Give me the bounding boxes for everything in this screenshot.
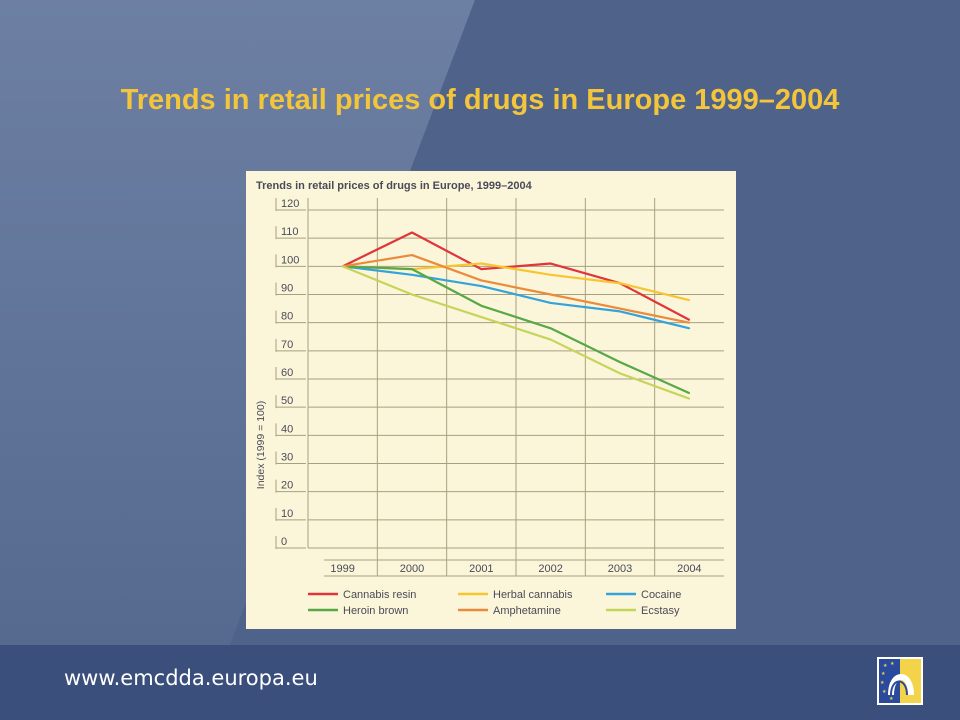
y-tick-label-70: 70 xyxy=(281,339,293,351)
y-tick-label-40: 40 xyxy=(281,423,293,435)
data-point-ecstasy-2004 xyxy=(688,397,691,400)
y-tick-label-10: 10 xyxy=(281,508,293,520)
legend-label-heroin-brown: Heroin brown xyxy=(343,605,408,617)
y-tick-label-90: 90 xyxy=(281,283,293,295)
x-tick-label-2001: 2001 xyxy=(469,563,493,575)
series-line-cannabis-resin xyxy=(342,231,690,321)
y-tick-label-20: 20 xyxy=(281,480,293,492)
svg-text:★: ★ xyxy=(880,680,885,686)
data-point-herbal-cannabis-2003 xyxy=(619,282,621,285)
data-point-amphetamine-2003 xyxy=(619,307,621,310)
data-point-herbal-cannabis-2002 xyxy=(549,273,552,276)
svg-text:★: ★ xyxy=(889,696,894,702)
svg-text:★: ★ xyxy=(881,671,886,677)
legend-label-cocaine: Cocaine xyxy=(641,589,681,601)
y-tick-label-120: 120 xyxy=(281,198,299,210)
data-point-ecstasy-2002 xyxy=(549,338,552,341)
y-tick-label-100: 100 xyxy=(281,254,299,266)
data-point-heroin-brown-2000 xyxy=(411,268,413,270)
x-tick-label-2003: 2003 xyxy=(608,563,632,575)
svg-text:★: ★ xyxy=(882,689,887,695)
data-point-cocaine-2000 xyxy=(411,273,413,276)
data-point-herbal-cannabis-2001 xyxy=(480,262,483,265)
data-point-amphetamine-2000 xyxy=(411,254,413,256)
data-point-ecstasy-1999 xyxy=(341,265,344,268)
data-point-cannabis-resin-2001 xyxy=(480,268,483,270)
data-point-heroin-brown-2001 xyxy=(480,304,483,307)
data-point-cocaine-2003 xyxy=(619,310,621,313)
series-line-ecstasy xyxy=(342,265,690,400)
x-tick-label-2000: 2000 xyxy=(400,563,424,575)
y-tick-label-60: 60 xyxy=(281,367,293,379)
line-chart: Trends in retail prices of drugs in Euro… xyxy=(255,180,724,617)
y-tick-label-30: 30 xyxy=(281,452,293,464)
y-tick-label-110: 110 xyxy=(281,226,299,238)
footer-bar xyxy=(0,645,960,720)
chart-title: Trends in retail prices of drugs in Euro… xyxy=(256,180,533,192)
logo-icon: ★ ★★ ★★★ xyxy=(877,657,923,705)
data-point-heroin-brown-2002 xyxy=(549,327,552,330)
website-url[interactable]: www.emcdda.europa.eu xyxy=(64,666,318,690)
x-tick-label-1999: 1999 xyxy=(330,563,354,575)
data-point-heroin-brown-2003 xyxy=(619,361,621,363)
y-axis-label: Index (1999 = 100) xyxy=(255,401,267,489)
y-tick-label-0: 0 xyxy=(281,536,287,548)
legend-label-herbal-cannabis: Herbal cannabis xyxy=(493,589,573,601)
data-point-ecstasy-2001 xyxy=(480,316,483,318)
data-point-cocaine-2004 xyxy=(688,327,691,330)
series-line-cocaine xyxy=(342,265,690,330)
data-point-ecstasy-2003 xyxy=(619,372,621,375)
data-point-herbal-cannabis-2004 xyxy=(688,299,691,301)
data-point-cocaine-2001 xyxy=(480,285,483,287)
data-point-cannabis-resin-2000 xyxy=(411,231,413,234)
legend-label-amphetamine: Amphetamine xyxy=(493,605,561,617)
data-point-cocaine-2002 xyxy=(549,302,552,304)
data-point-cannabis-resin-2004 xyxy=(688,319,691,321)
data-point-amphetamine-2004 xyxy=(688,321,691,324)
svg-text:★: ★ xyxy=(890,661,895,667)
grid-lines xyxy=(275,198,724,577)
legend-label-ecstasy: Ecstasy xyxy=(641,605,680,617)
data-point-amphetamine-2002 xyxy=(549,293,552,296)
emcdda-eu-stars-logo: ★ ★ ★ ★ ★ ★ xyxy=(877,657,923,705)
data-point-cannabis-resin-2002 xyxy=(549,262,552,265)
data-point-heroin-brown-2004 xyxy=(688,392,691,394)
x-tick-label-2004: 2004 xyxy=(677,563,701,575)
svg-text:★: ★ xyxy=(883,663,888,669)
slide-title: Trends in retail prices of drugs in Euro… xyxy=(120,84,840,116)
series-line-heroin-brown xyxy=(342,265,690,395)
x-tick-label-2002: 2002 xyxy=(538,563,562,575)
y-tick-label-50: 50 xyxy=(281,395,293,407)
legend-label-cannabis-resin: Cannabis resin xyxy=(343,589,416,601)
chart-panel: Trends in retail prices of drugs in Euro… xyxy=(246,171,736,629)
series-lines xyxy=(341,231,691,400)
data-point-ecstasy-2000 xyxy=(411,293,413,296)
y-tick-label-80: 80 xyxy=(281,311,293,323)
series-line-amphetamine xyxy=(342,253,690,324)
legend: Cannabis resin Herbal cannabis Cocaine Hero… xyxy=(308,589,681,617)
data-point-amphetamine-2001 xyxy=(480,279,483,282)
